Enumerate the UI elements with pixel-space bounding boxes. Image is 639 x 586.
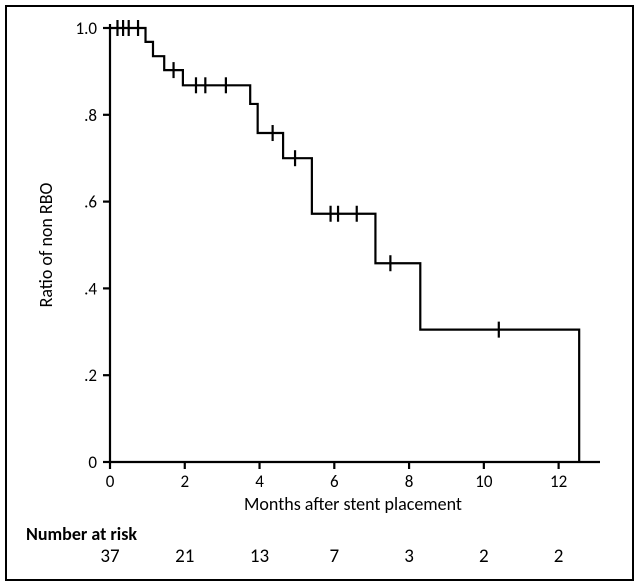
number-at-risk-value: 13 (250, 545, 269, 568)
number-at-risk-value: 2 (554, 545, 564, 568)
number-at-risk-value: 2 (479, 545, 489, 568)
chart-svg: 0 .2 .4 .6 .8 1.0 0 2 4 6 8 10 12 Months after stent … (0, 0, 639, 586)
survival-curve (110, 28, 579, 462)
y-tick-label: 1.0 (75, 18, 97, 39)
y-tick-label: .6 (84, 192, 97, 213)
y-tick-label: .8 (84, 105, 97, 126)
survival-chart: 0 .2 .4 .6 .8 1.0 0 2 4 6 8 10 12 Months after stent … (0, 0, 639, 586)
y-tick-label: 0 (88, 452, 97, 473)
y-tick-label: .4 (84, 278, 97, 299)
y-axis-title: Ratio of non RBO (35, 183, 57, 308)
y-tick-label: .2 (84, 365, 97, 386)
x-tick-label: 8 (405, 471, 414, 492)
x-tick-label: 2 (180, 471, 189, 492)
number-at-risk-value: 7 (329, 545, 339, 568)
number-at-risk-label: Number at risk (26, 523, 137, 545)
x-axis-title: Months after stent placement (244, 493, 462, 515)
x-tick-label: 4 (255, 471, 264, 492)
x-tick-label: 6 (330, 471, 339, 492)
number-at-risk-value: 3 (404, 545, 414, 568)
number-at-risk-value: 21 (175, 545, 194, 568)
number-at-risk-value: 37 (100, 545, 120, 568)
x-tick-label: 10 (475, 471, 493, 492)
x-tick-label: 12 (550, 471, 567, 492)
x-tick-label: 0 (106, 471, 115, 492)
